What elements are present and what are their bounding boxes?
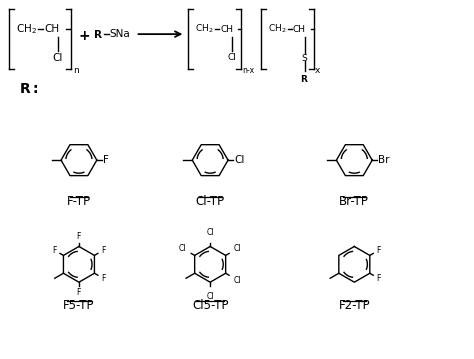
Text: CH$_2$: CH$_2$ bbox=[195, 23, 214, 36]
Text: CH: CH bbox=[292, 25, 306, 34]
Text: F2-TP: F2-TP bbox=[338, 299, 370, 312]
Text: CH: CH bbox=[44, 24, 59, 34]
Text: CH$_2$: CH$_2$ bbox=[16, 22, 37, 36]
Text: F: F bbox=[77, 232, 81, 241]
Text: F: F bbox=[101, 274, 105, 283]
Text: F: F bbox=[103, 155, 109, 165]
Text: SNa: SNa bbox=[110, 29, 130, 39]
Text: $\mathbf{R}$: $\mathbf{R}$ bbox=[93, 28, 103, 40]
Text: CH: CH bbox=[220, 25, 233, 34]
Text: Cl: Cl bbox=[234, 155, 245, 165]
Text: Cl: Cl bbox=[206, 228, 214, 237]
Text: Cl: Cl bbox=[206, 292, 214, 300]
Text: n-x: n-x bbox=[242, 66, 254, 75]
Text: Cl: Cl bbox=[228, 53, 237, 62]
Text: +: + bbox=[79, 29, 91, 43]
Text: Cl: Cl bbox=[234, 244, 241, 253]
Text: Cl: Cl bbox=[53, 53, 63, 63]
Text: Cl: Cl bbox=[234, 276, 241, 285]
Text: S: S bbox=[302, 54, 308, 63]
Text: $\mathbf{R:}$: $\mathbf{R:}$ bbox=[19, 82, 39, 96]
Text: Cl: Cl bbox=[179, 244, 186, 253]
Text: $\mathbf{R}$: $\mathbf{R}$ bbox=[300, 73, 309, 84]
Text: n: n bbox=[73, 66, 79, 75]
Text: Cl5-TP: Cl5-TP bbox=[192, 299, 228, 312]
Text: F: F bbox=[101, 246, 105, 255]
Text: CH$_2$: CH$_2$ bbox=[268, 23, 286, 36]
Text: F: F bbox=[53, 246, 57, 255]
Text: Br-TP: Br-TP bbox=[339, 195, 369, 208]
Text: Cl-TP: Cl-TP bbox=[196, 195, 225, 208]
Text: F5-TP: F5-TP bbox=[63, 299, 95, 312]
Text: F-TP: F-TP bbox=[67, 195, 91, 208]
Text: F: F bbox=[77, 288, 81, 297]
Text: x: x bbox=[315, 66, 320, 75]
Text: F: F bbox=[376, 246, 381, 255]
Text: Br: Br bbox=[378, 155, 390, 165]
Text: F: F bbox=[376, 274, 381, 283]
